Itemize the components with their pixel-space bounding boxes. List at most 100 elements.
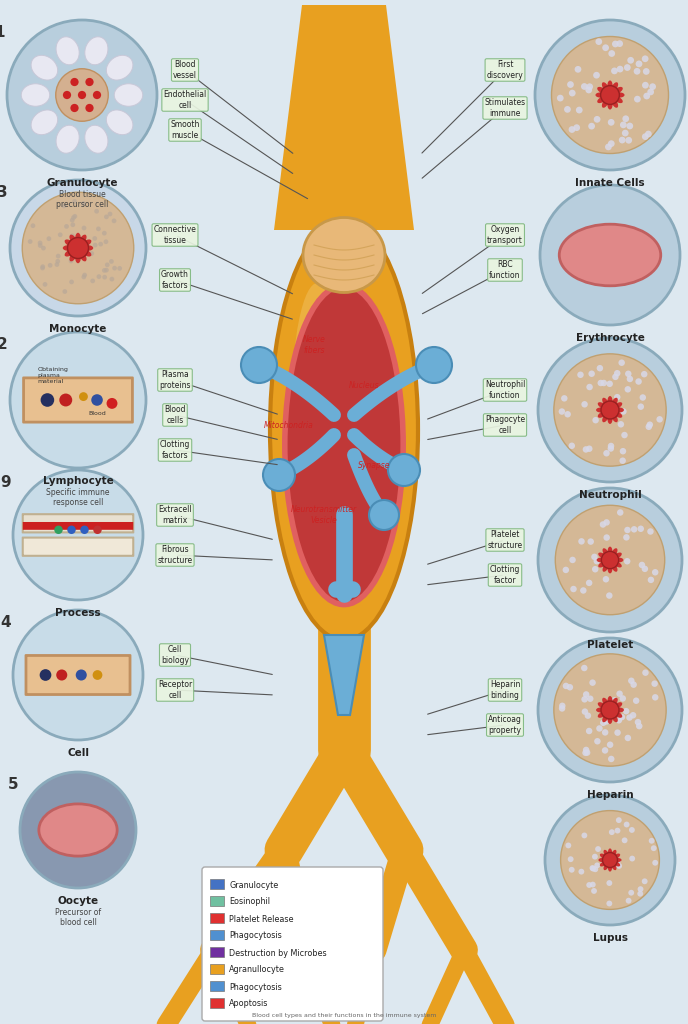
Text: Oxygen
transport: Oxygen transport — [487, 225, 523, 245]
Circle shape — [586, 445, 592, 452]
Text: RBC
function: RBC function — [489, 260, 521, 280]
Circle shape — [606, 880, 612, 886]
Text: 4: 4 — [1, 615, 11, 630]
FancyBboxPatch shape — [23, 378, 132, 422]
Text: Neurotransmitter
Vesicle: Neurotransmitter Vesicle — [291, 505, 357, 524]
Circle shape — [581, 833, 588, 839]
Text: Obtaining
plasma
material: Obtaining plasma material — [37, 368, 68, 384]
Ellipse shape — [599, 858, 607, 862]
Circle shape — [71, 215, 76, 220]
Ellipse shape — [603, 863, 609, 870]
Circle shape — [618, 421, 624, 428]
Circle shape — [586, 728, 592, 734]
Circle shape — [104, 240, 108, 244]
Circle shape — [603, 535, 610, 541]
Text: Process: Process — [55, 608, 101, 618]
Circle shape — [616, 717, 622, 724]
Ellipse shape — [79, 234, 87, 245]
Circle shape — [107, 398, 118, 409]
Text: Growth
factors: Growth factors — [161, 270, 189, 290]
Circle shape — [637, 891, 643, 897]
Circle shape — [13, 470, 143, 600]
Text: Lymphocyte: Lymphocyte — [43, 476, 114, 486]
Text: Apoptosis: Apoptosis — [229, 999, 268, 1009]
Circle shape — [569, 90, 576, 96]
Text: 1: 1 — [0, 25, 5, 40]
Circle shape — [616, 40, 623, 47]
Text: Granulocyte: Granulocyte — [46, 178, 118, 188]
Bar — [210, 879, 224, 889]
Circle shape — [601, 551, 619, 568]
Circle shape — [641, 371, 647, 378]
Circle shape — [47, 237, 52, 241]
Ellipse shape — [611, 548, 618, 557]
Circle shape — [47, 263, 52, 267]
Circle shape — [22, 193, 133, 304]
Circle shape — [612, 697, 618, 703]
FancyBboxPatch shape — [202, 867, 383, 1021]
Ellipse shape — [603, 563, 609, 571]
Text: Stimulates
immune: Stimulates immune — [484, 98, 526, 118]
Circle shape — [56, 69, 108, 121]
Circle shape — [623, 116, 629, 122]
Ellipse shape — [611, 98, 618, 108]
Circle shape — [603, 577, 609, 583]
Circle shape — [643, 68, 649, 75]
Circle shape — [619, 695, 626, 701]
Circle shape — [92, 394, 103, 406]
Circle shape — [105, 262, 109, 267]
Text: Destruction by Microbes: Destruction by Microbes — [229, 948, 327, 957]
Circle shape — [581, 709, 588, 715]
Ellipse shape — [21, 84, 50, 106]
Circle shape — [642, 565, 648, 572]
Circle shape — [624, 65, 631, 71]
Circle shape — [70, 222, 75, 227]
Text: Agranullocyte: Agranullocyte — [229, 966, 285, 975]
Circle shape — [103, 274, 107, 280]
Ellipse shape — [608, 81, 612, 91]
Circle shape — [41, 246, 46, 251]
Circle shape — [616, 66, 623, 73]
Text: Monocyte: Monocyte — [50, 324, 107, 334]
Ellipse shape — [56, 125, 79, 154]
Circle shape — [13, 610, 143, 740]
Ellipse shape — [85, 37, 108, 65]
Circle shape — [28, 240, 32, 244]
Ellipse shape — [608, 396, 612, 406]
Ellipse shape — [611, 697, 618, 707]
Circle shape — [93, 670, 103, 680]
Circle shape — [636, 723, 643, 729]
Circle shape — [94, 209, 99, 214]
Ellipse shape — [613, 402, 622, 409]
Circle shape — [603, 718, 610, 725]
Circle shape — [586, 882, 592, 888]
Circle shape — [594, 862, 600, 868]
Circle shape — [642, 133, 649, 140]
Circle shape — [625, 735, 631, 741]
Circle shape — [104, 214, 109, 219]
Circle shape — [608, 413, 614, 419]
Circle shape — [557, 94, 563, 101]
Circle shape — [642, 670, 649, 676]
Ellipse shape — [75, 232, 81, 244]
Circle shape — [588, 123, 595, 129]
Circle shape — [596, 365, 603, 372]
Circle shape — [576, 106, 583, 114]
Ellipse shape — [608, 863, 612, 871]
Circle shape — [563, 683, 569, 689]
Circle shape — [651, 845, 656, 851]
Circle shape — [585, 713, 591, 719]
Ellipse shape — [79, 251, 87, 261]
Circle shape — [98, 242, 103, 247]
Circle shape — [634, 96, 641, 102]
Circle shape — [574, 66, 581, 73]
Circle shape — [619, 458, 626, 464]
Circle shape — [69, 259, 74, 263]
Ellipse shape — [608, 547, 612, 556]
Circle shape — [90, 279, 95, 284]
Ellipse shape — [608, 849, 612, 857]
Circle shape — [573, 124, 580, 131]
Text: Innate Cells: Innate Cells — [575, 178, 645, 188]
Circle shape — [581, 696, 588, 702]
Circle shape — [538, 488, 682, 632]
